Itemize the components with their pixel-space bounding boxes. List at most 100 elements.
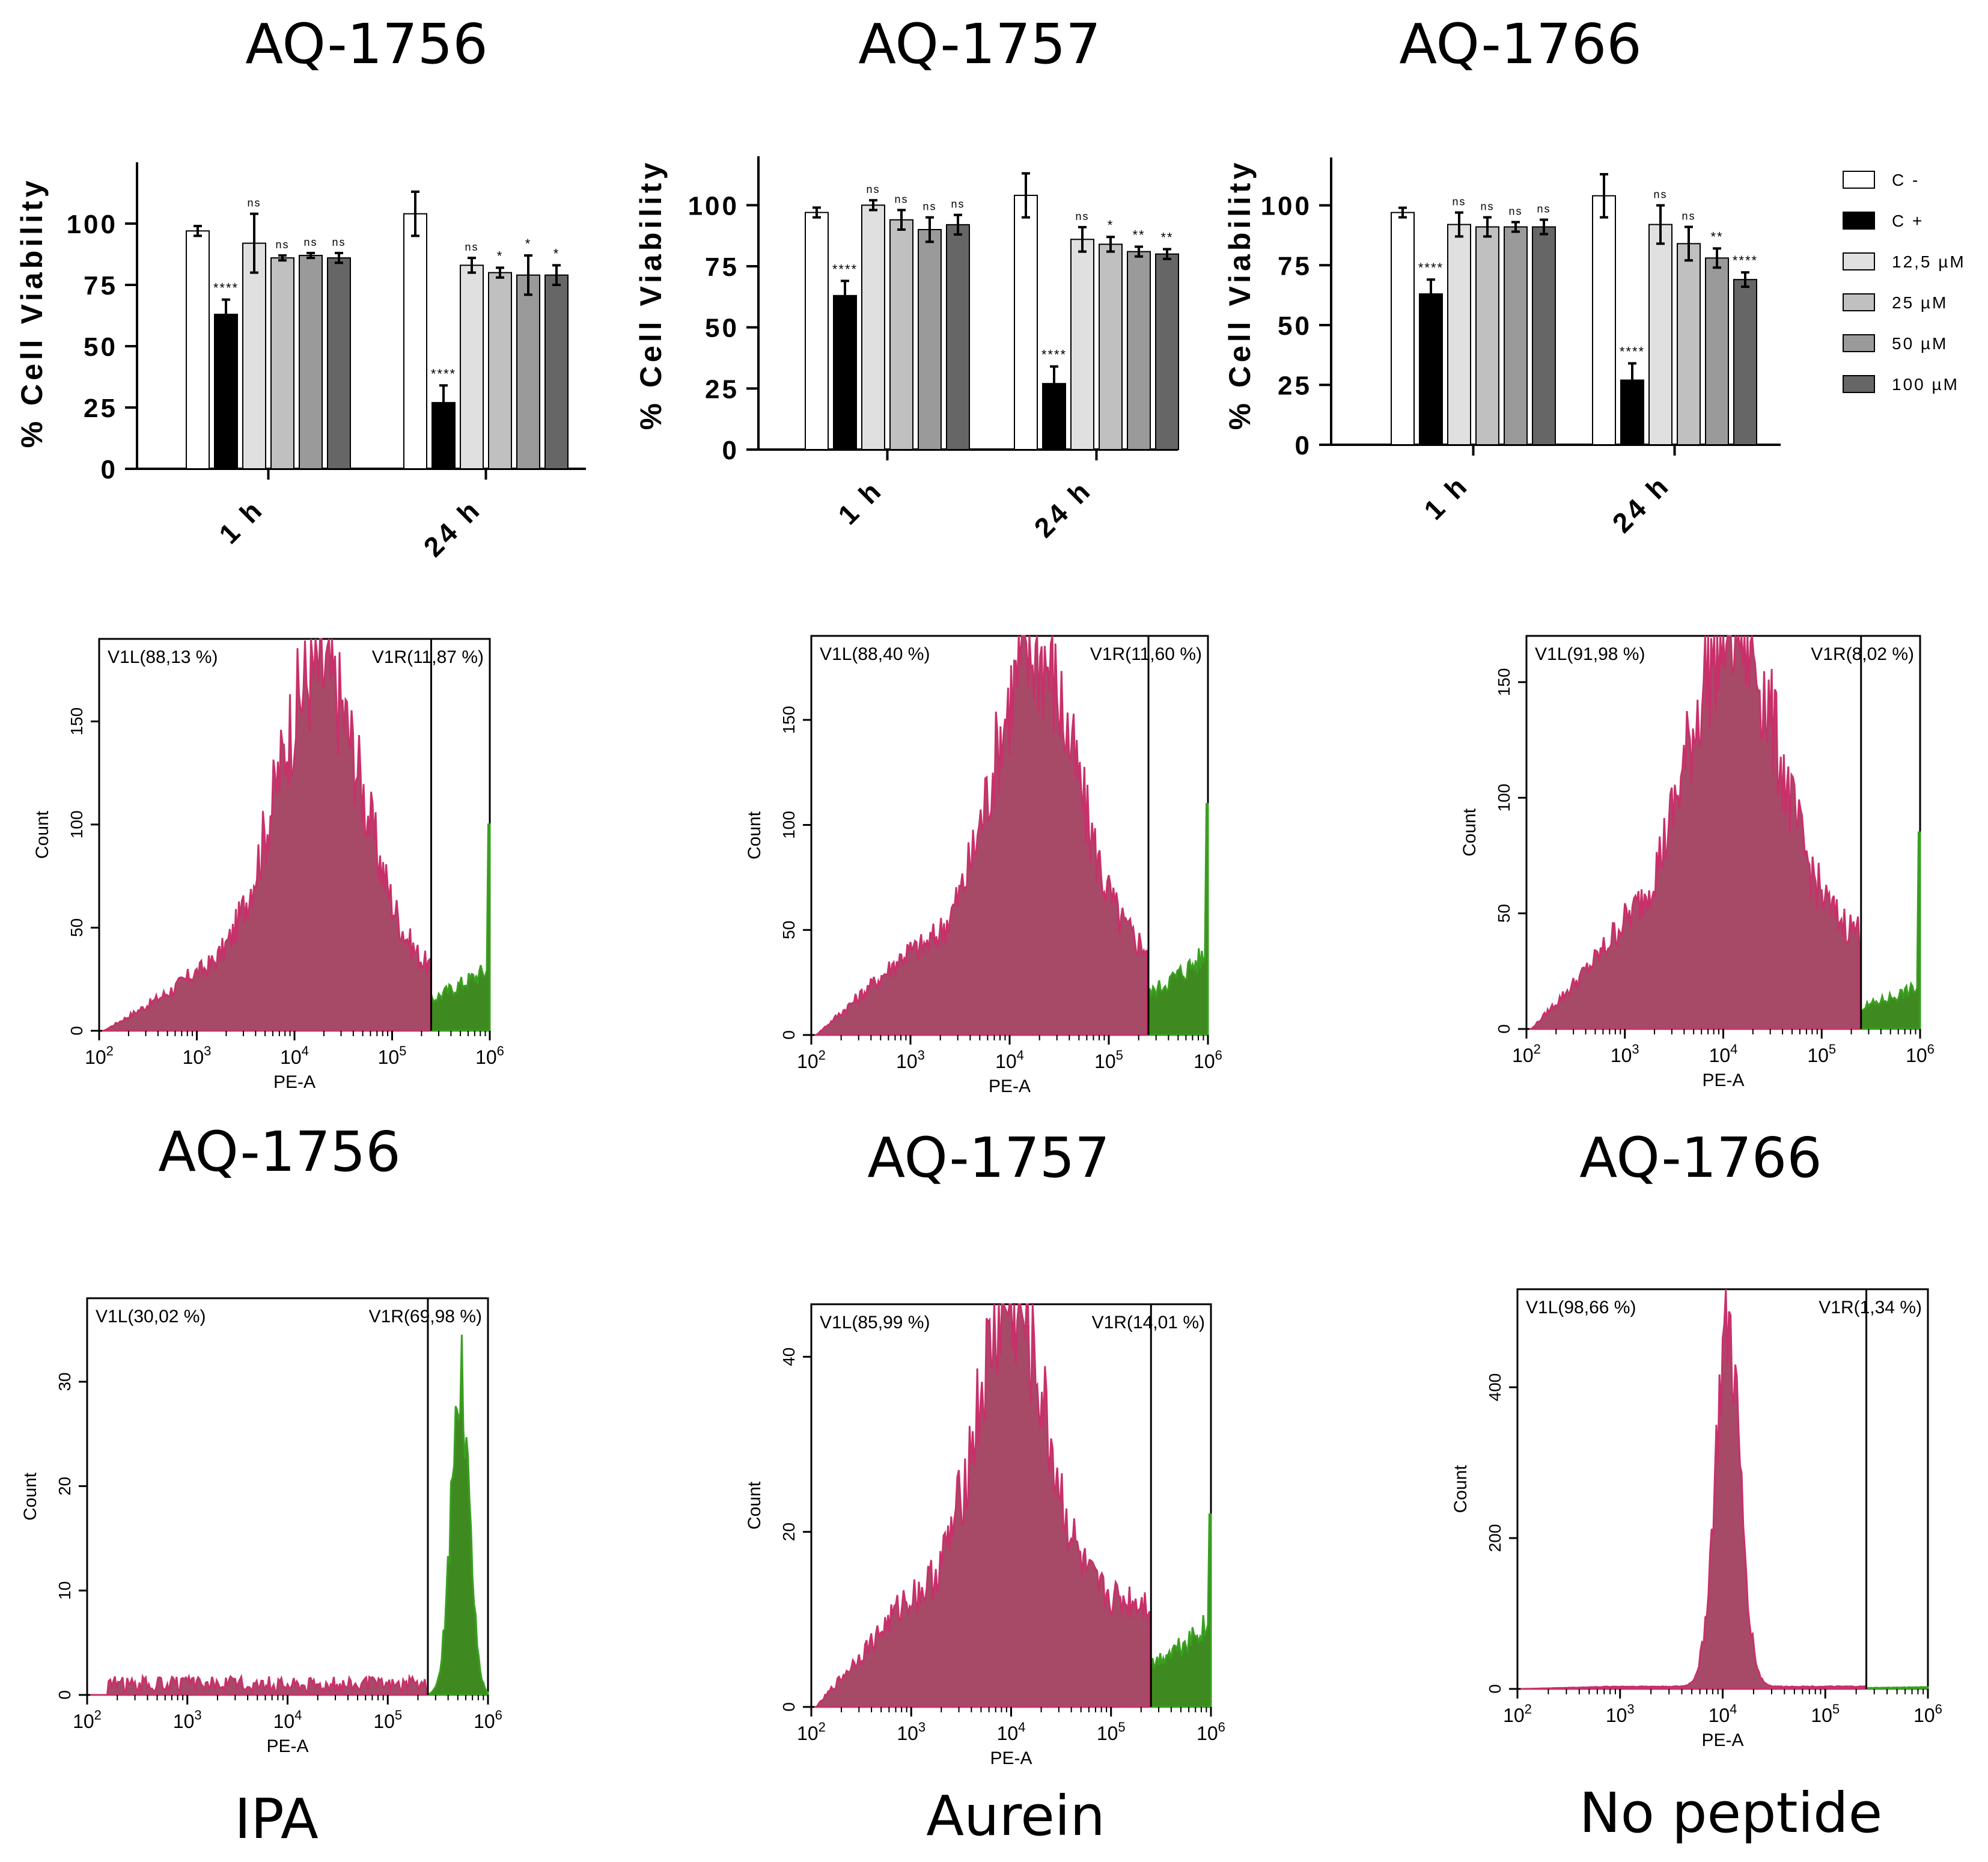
- y-tick-label: 200: [1486, 1524, 1504, 1552]
- x-tick-label: 103: [183, 1043, 212, 1068]
- bar: [1070, 239, 1094, 450]
- histogram-aurein: Aurein V1L(85,99 %) V1R(14,01 %) 0 20 40 Coun…: [745, 1303, 1225, 1848]
- x-tick-label: 105: [373, 1708, 402, 1732]
- histogram-right-gate: [430, 823, 491, 1032]
- chart-title: AQ-1757: [858, 12, 1101, 76]
- x-axis-label: PE-A: [990, 1748, 1032, 1768]
- y-tick-label: 0: [55, 1690, 74, 1700]
- x-tick-label: 24 h: [1028, 474, 1098, 543]
- histogram-left-gate: [90, 1673, 427, 1696]
- bar: [1532, 226, 1556, 445]
- gate-right-label: V1R(69,98 %): [369, 1307, 482, 1326]
- bar: [186, 230, 210, 469]
- y-tick-label: 50: [84, 332, 118, 362]
- y-axis-label: % Cell Viability: [15, 177, 49, 448]
- legend-swatch: [1843, 171, 1875, 189]
- x-tick-label: 105: [1097, 1720, 1126, 1744]
- legend-label: 50 µM: [1892, 334, 1948, 353]
- bar: [1705, 257, 1729, 445]
- y-tick-label: 30: [55, 1372, 74, 1391]
- x-tick-label: 103: [1606, 1702, 1635, 1726]
- y-tick-label: 0: [1495, 1024, 1513, 1034]
- x-tick-label: 104: [997, 1720, 1026, 1744]
- x-tick-label: 105: [378, 1043, 407, 1068]
- y-tick-label: 0: [722, 436, 739, 465]
- x-tick-label: 103: [897, 1720, 925, 1744]
- x-axis-label: PE-A: [273, 1072, 316, 1092]
- y-tick-label: 150: [67, 707, 86, 736]
- bar: [918, 229, 942, 450]
- bar: [214, 313, 238, 470]
- y-axis-label: Count: [1451, 1465, 1471, 1513]
- significance-label: **: [1160, 230, 1173, 245]
- x-tick-label: 104: [995, 1048, 1024, 1072]
- y-tick-label: 75: [705, 252, 739, 282]
- histogram-left-gate: [1520, 1289, 1866, 1690]
- gate-left-label: V1L(88,40 %): [820, 644, 930, 664]
- x-tick-label: 105: [1811, 1702, 1840, 1726]
- gate-right-label: V1R(8,02 %): [1811, 644, 1914, 664]
- bar-chart-aq-1756: AQ-1756 0 25 50 75 100 % Cell Viability **** ns…: [15, 12, 586, 563]
- bar-legend: C - C + 12,5 µM 25 µM 50 µM 100 µM: [1843, 171, 1964, 394]
- bar: [1391, 212, 1415, 445]
- bar: [327, 257, 351, 469]
- y-tick-label: 0: [1295, 431, 1312, 460]
- x-tick-label: 106: [1906, 1042, 1935, 1066]
- gate-left-label: V1L(30,02 %): [96, 1307, 206, 1326]
- histogram-no-peptide: No peptide V1L(98,66 %) V1R(1,34 %) 0 200 40…: [1451, 1288, 1942, 1845]
- legend-swatch: [1843, 334, 1875, 352]
- significance-label: ns: [1480, 201, 1494, 213]
- x-tick-label: 1 h: [213, 493, 269, 549]
- y-tick-label: 50: [1278, 311, 1312, 341]
- gate-right-label: V1R(1,34 %): [1819, 1298, 1922, 1317]
- y-tick-label: 100: [1261, 192, 1312, 221]
- y-tick-label: 100: [779, 811, 798, 839]
- y-axis-label: Count: [32, 810, 52, 859]
- significance-label: ns: [465, 241, 478, 253]
- bar: [299, 255, 323, 469]
- x-tick-label: 102: [1512, 1042, 1541, 1066]
- y-tick-label: 50: [705, 314, 739, 343]
- bar: [544, 274, 569, 469]
- x-tick-label: 102: [1503, 1702, 1532, 1726]
- y-tick-label: 100: [688, 191, 739, 221]
- legend-label: 25 µM: [1892, 293, 1948, 312]
- histogram-caption: No peptide: [1579, 1781, 1882, 1845]
- bar: [460, 264, 484, 469]
- bar: [1447, 224, 1471, 445]
- y-tick-label: 25: [1278, 371, 1312, 400]
- y-tick-label: 50: [67, 918, 86, 937]
- x-tick-label: 104: [1709, 1702, 1737, 1726]
- significance-label: ****: [832, 261, 858, 276]
- y-tick-label: 150: [1495, 668, 1513, 697]
- histogram-left-gate: [1529, 635, 1861, 1030]
- gate-right-label: V1R(11,87 %): [372, 647, 484, 667]
- x-tick-label: 1 h: [832, 474, 888, 530]
- y-tick-label: 400: [1486, 1373, 1504, 1402]
- x-tick-label: 1 h: [1418, 469, 1474, 525]
- legend-label: C +: [1892, 212, 1924, 230]
- y-tick-label: 0: [779, 1702, 798, 1712]
- y-axis-label: Count: [1460, 808, 1480, 856]
- y-tick-label: 10: [55, 1581, 74, 1600]
- histogram-aq-1757: AQ-1757 V1L(88,40 %) V1R(11,60 %) 0 50 100 15…: [745, 635, 1222, 1190]
- legend-label: C -: [1892, 171, 1919, 189]
- bar: [833, 295, 857, 450]
- significance-label: ****: [1620, 344, 1645, 359]
- significance-label: *: [497, 248, 504, 263]
- significance-label: *: [525, 236, 532, 251]
- histogram-caption: AQ-1757: [867, 1126, 1110, 1190]
- y-tick-label: 40: [779, 1348, 798, 1366]
- legend-label: 100 µM: [1892, 375, 1959, 394]
- bar: [1592, 195, 1616, 445]
- x-axis-label: PE-A: [1701, 1730, 1743, 1750]
- legend-swatch: [1843, 375, 1875, 393]
- significance-label: ****: [1418, 260, 1444, 275]
- bar: [946, 224, 970, 450]
- y-tick-label: 75: [84, 271, 118, 301]
- histogram-caption: Aurein: [926, 1784, 1105, 1848]
- significance-label: *: [553, 246, 560, 261]
- bar: [488, 272, 512, 469]
- bar: [270, 257, 294, 469]
- bar: [1475, 226, 1499, 445]
